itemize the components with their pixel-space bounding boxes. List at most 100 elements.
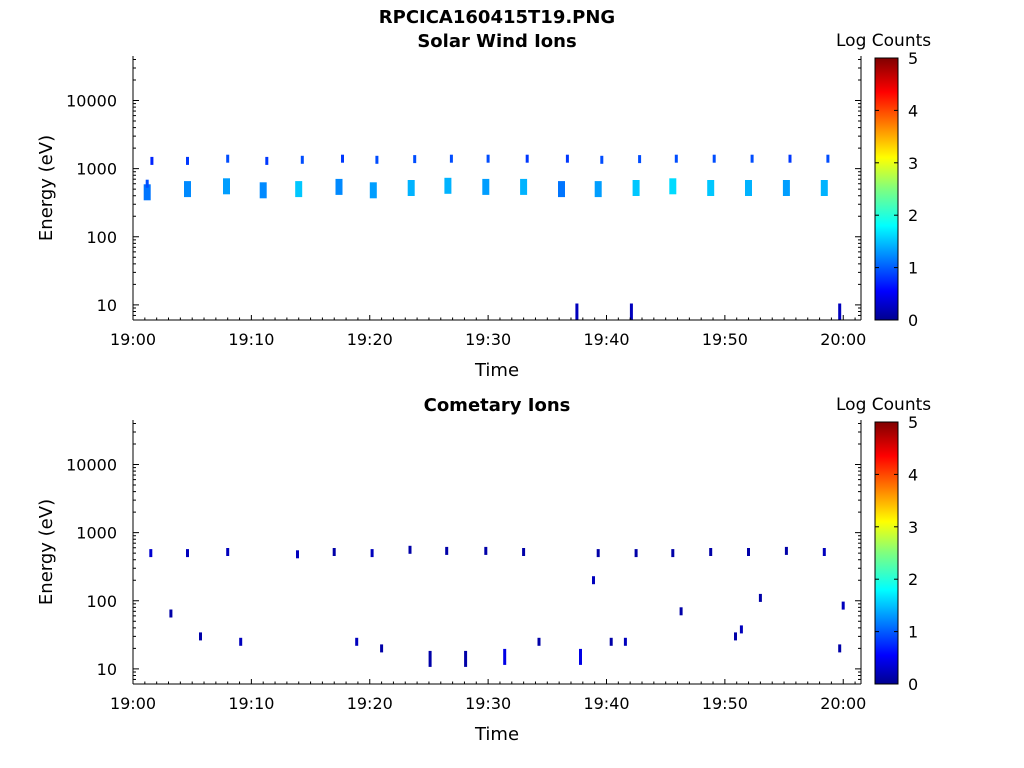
y-tick-label: 1000 <box>76 524 117 543</box>
data-point <box>335 178 343 195</box>
data-point <box>679 607 683 616</box>
data-point <box>525 154 529 163</box>
data-point <box>596 549 600 558</box>
data-point <box>747 548 750 556</box>
data-point <box>820 180 828 196</box>
data-point <box>758 593 762 602</box>
data-point <box>169 609 173 618</box>
data-point <box>408 545 412 554</box>
x-tick-label: 19:50 <box>702 694 748 713</box>
data-point <box>579 648 582 665</box>
panel-title-solar-wind: Solar Wind Ions <box>417 31 577 52</box>
plot-area <box>133 56 861 320</box>
colorbar-tick-label: 0 <box>908 311 918 330</box>
x-tick-label: 19:30 <box>465 330 511 349</box>
data-point <box>594 181 602 198</box>
y-tick-label: 1000 <box>76 160 117 179</box>
data-point <box>709 548 713 556</box>
data-point <box>300 155 304 164</box>
y-tick-label: 10000 <box>66 456 117 475</box>
colorbar-tick-label: 3 <box>908 518 918 537</box>
data-point <box>369 182 377 199</box>
data-point <box>149 549 153 558</box>
colorbar-tick-label: 2 <box>908 206 918 225</box>
data-point <box>145 179 149 188</box>
colorbar-tick-label: 5 <box>908 49 918 68</box>
data-point <box>632 180 640 196</box>
data-point <box>355 637 359 646</box>
x-tick-label: 19:20 <box>347 694 393 713</box>
data-point <box>380 644 384 653</box>
data-point <box>407 180 415 196</box>
panel-title-cometary: Cometary Ions <box>423 395 571 416</box>
data-point <box>782 180 790 196</box>
x-tick-label: 19:50 <box>702 330 748 349</box>
data-point <box>674 154 678 163</box>
data-point <box>522 548 526 556</box>
data-point <box>482 178 490 195</box>
data-point <box>375 155 379 164</box>
colorbar-tick-label: 0 <box>908 675 918 694</box>
data-point <box>295 181 303 198</box>
data-point <box>341 154 344 163</box>
y-tick-label: 100 <box>86 592 117 611</box>
data-point <box>841 601 845 610</box>
colorbar-tick-label: 3 <box>908 154 918 173</box>
data-point <box>838 303 842 320</box>
data-point <box>259 182 267 199</box>
data-point <box>413 155 417 164</box>
data-point <box>484 546 488 555</box>
data-point <box>838 644 842 653</box>
colorbar-tick-label: 1 <box>908 623 918 642</box>
data-point <box>150 156 154 165</box>
x-tick-label: 19:40 <box>583 330 629 349</box>
data-point <box>332 548 336 556</box>
y-tick-label: 10000 <box>66 92 117 111</box>
data-point <box>143 184 151 201</box>
data-point <box>186 156 189 165</box>
x-tick-label: 19:30 <box>465 694 511 713</box>
data-point <box>784 546 788 555</box>
y-axis-label: Energy (eV) <box>36 135 57 241</box>
data-point <box>265 156 269 165</box>
solar-wind-ions-panel: 19:00 19:10 19:20 19:30 19:40 19:50 20:0010100… <box>36 49 918 381</box>
data-point <box>575 303 579 320</box>
colorbar-tick-label: 4 <box>908 101 918 120</box>
y-axis-label: Energy (eV) <box>36 499 57 605</box>
x-tick-label: 19:00 <box>110 330 156 349</box>
data-point <box>449 154 453 163</box>
y-tick-label: 100 <box>86 228 117 247</box>
x-tick-label: 20:00 <box>820 694 866 713</box>
figure-filename-title: RPCICA160415T19.PNG <box>378 7 616 28</box>
data-point <box>199 632 202 641</box>
data-point <box>638 155 642 164</box>
data-point <box>558 181 565 198</box>
data-point <box>486 154 490 163</box>
data-point <box>223 178 230 195</box>
colorbar-label-solar-wind: Log Counts <box>836 31 932 51</box>
colorbar-tick-label: 4 <box>908 465 918 484</box>
data-point <box>444 177 452 194</box>
y-tick-label: 10 <box>97 660 117 679</box>
x-axis-label: Time <box>474 724 519 745</box>
data-point <box>822 548 826 556</box>
data-point <box>226 548 230 556</box>
data-point <box>634 549 638 558</box>
data-point <box>464 650 468 667</box>
x-tick-label: 19:40 <box>583 694 629 713</box>
x-tick-label: 19:10 <box>228 694 274 713</box>
data-point <box>734 632 737 641</box>
data-point <box>239 637 243 646</box>
x-axis-label: Time <box>474 360 519 381</box>
data-point <box>186 549 189 558</box>
data-point <box>629 303 633 320</box>
data-point <box>592 576 595 585</box>
colorbar-label-cometary: Log Counts <box>836 395 932 415</box>
colorbar <box>874 421 899 685</box>
colorbar-tick-label: 1 <box>908 259 918 278</box>
y-tick-label: 10 <box>97 296 117 315</box>
data-point <box>745 180 752 196</box>
data-point <box>296 550 299 559</box>
data-point <box>503 648 507 665</box>
data-point <box>600 155 604 164</box>
